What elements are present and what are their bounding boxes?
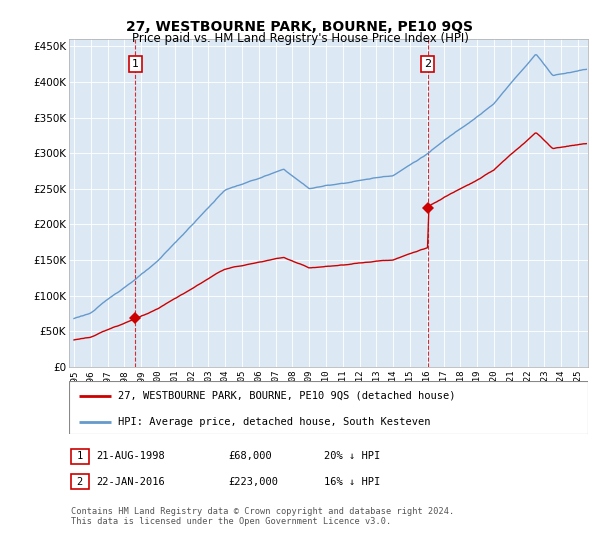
Text: 22-JAN-2016: 22-JAN-2016 xyxy=(96,477,165,487)
FancyBboxPatch shape xyxy=(69,381,588,434)
Text: 21-AUG-1998: 21-AUG-1998 xyxy=(96,451,165,461)
Text: £223,000: £223,000 xyxy=(228,477,278,487)
Text: 1: 1 xyxy=(77,451,83,461)
Text: 2: 2 xyxy=(424,59,431,69)
Text: 2: 2 xyxy=(77,477,83,487)
Text: Price paid vs. HM Land Registry's House Price Index (HPI): Price paid vs. HM Land Registry's House … xyxy=(131,32,469,45)
Text: 1: 1 xyxy=(132,59,139,69)
Text: HPI: Average price, detached house, South Kesteven: HPI: Average price, detached house, Sout… xyxy=(118,417,431,427)
Text: 20% ↓ HPI: 20% ↓ HPI xyxy=(324,451,380,461)
Text: £68,000: £68,000 xyxy=(228,451,272,461)
Text: Contains HM Land Registry data © Crown copyright and database right 2024.
This d: Contains HM Land Registry data © Crown c… xyxy=(71,507,454,526)
Text: 16% ↓ HPI: 16% ↓ HPI xyxy=(324,477,380,487)
Text: 27, WESTBOURNE PARK, BOURNE, PE10 9QS: 27, WESTBOURNE PARK, BOURNE, PE10 9QS xyxy=(127,20,473,34)
Text: 27, WESTBOURNE PARK, BOURNE, PE10 9QS (detached house): 27, WESTBOURNE PARK, BOURNE, PE10 9QS (d… xyxy=(118,391,456,401)
